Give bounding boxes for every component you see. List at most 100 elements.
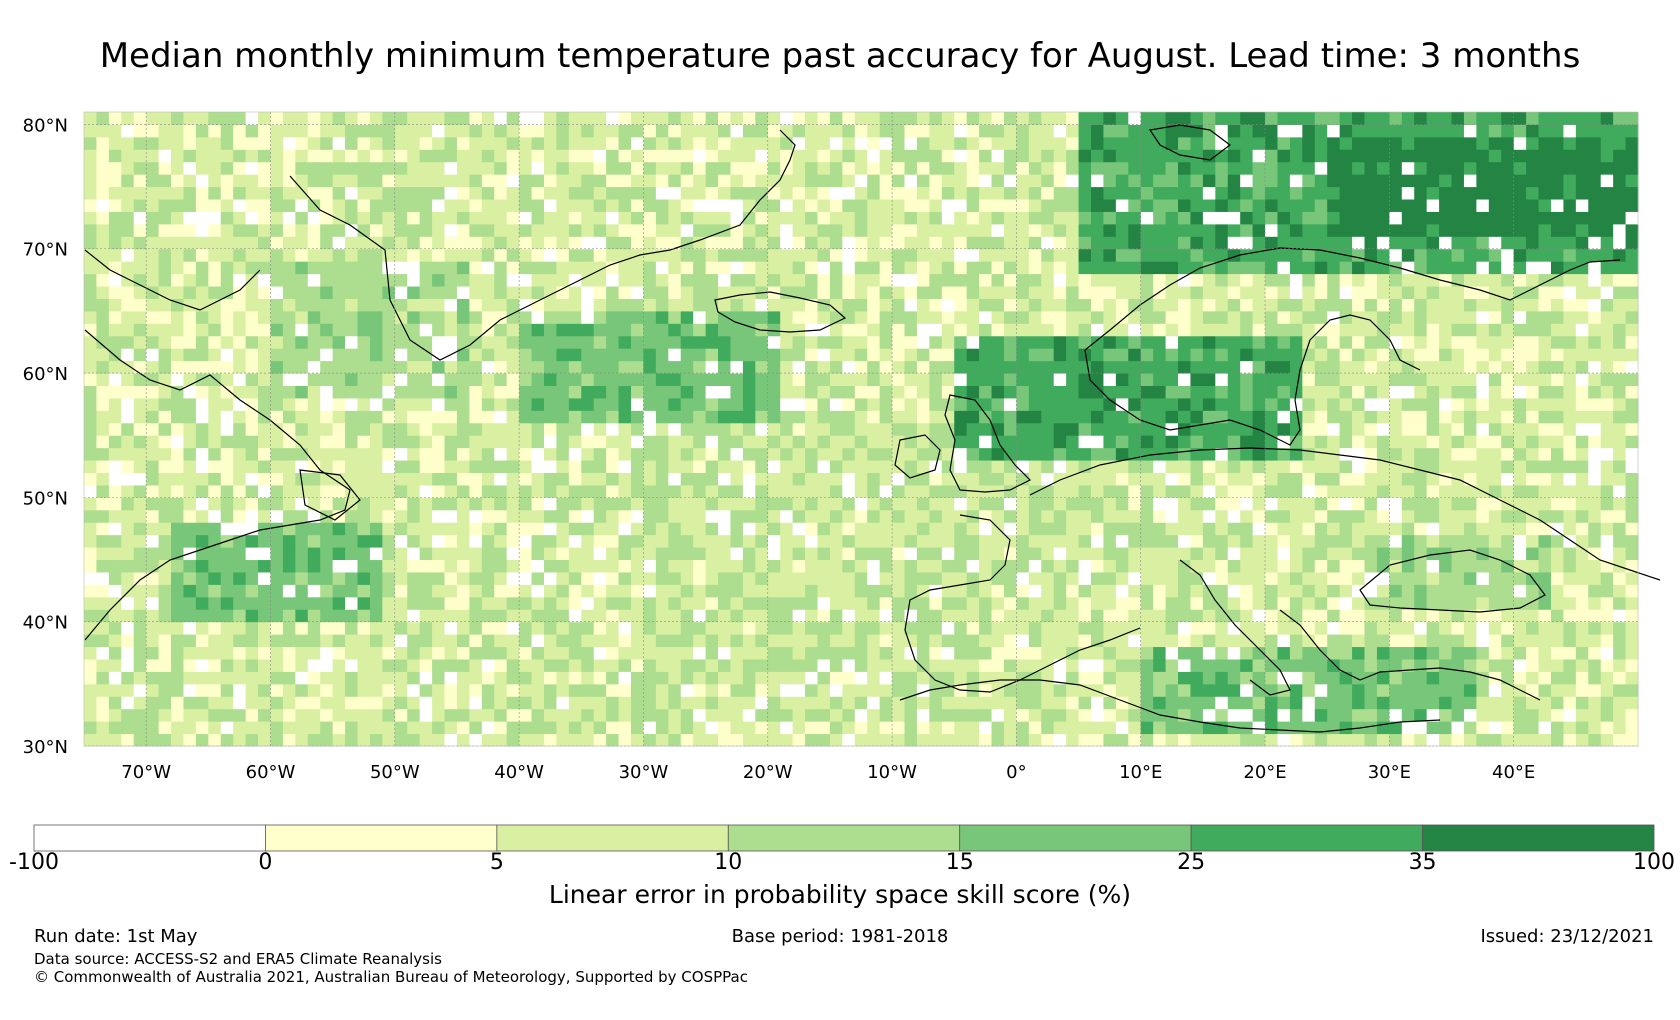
skill-cell [1314,286,1328,299]
skill-cell [1613,522,1627,536]
skill-cell [369,435,383,449]
skill-cell [1476,696,1490,710]
skill-cell [1016,373,1030,386]
skill-cell [1513,708,1527,722]
skill-cell [1389,584,1403,598]
skill-cell [1028,696,1042,710]
skill-cell [1153,609,1167,623]
skill-cell [307,733,321,747]
skill-cell [270,261,284,275]
skill-cell [407,733,421,747]
skill-cell [1327,621,1341,635]
skill-cell [1215,671,1229,685]
skill-cell [631,261,644,275]
skill-cell [407,559,421,573]
skill-cell [693,696,707,710]
skill-cell [1227,522,1241,536]
skill-cell [581,286,595,299]
skill-cell [220,422,234,436]
skill-cell [531,335,545,349]
skill-cell [1227,571,1241,585]
skill-cell [631,547,644,561]
skill-cell [1215,385,1229,399]
skill-cell [1252,671,1266,685]
skill-cell [494,547,508,561]
skill-cell [1339,509,1353,523]
skill-cell [1140,484,1154,498]
skill-cell [1488,733,1502,747]
skill-cell [1140,696,1154,710]
skill-cell [767,422,781,436]
skill-cell [1451,733,1465,747]
skill-cell [668,571,682,585]
skill-cell [618,298,632,312]
skill-cell [1202,621,1216,635]
skill-cell [829,248,843,262]
skill-cell [829,596,843,610]
skill-cell [904,286,918,299]
skill-cell [407,634,421,648]
skill-cell [1463,323,1477,337]
skill-cell [730,323,744,337]
skill-cell [183,335,197,349]
skill-cell [1240,273,1254,287]
skill-cell [1501,646,1515,660]
skill-cell [1078,671,1092,685]
skill-cell [171,534,184,548]
skill-cell [780,447,794,461]
skill-cell [631,708,644,722]
skill-cell [929,509,943,523]
skill-cell [1538,484,1552,498]
skill-cell [332,472,346,486]
skill-cell [84,497,97,511]
skill-cell [320,447,334,461]
skill-cell [1115,348,1129,362]
skill-cell [1451,435,1465,449]
skill-cell [158,248,172,262]
skill-cell [1550,696,1564,710]
skill-cell [1277,472,1291,486]
skill-cell [1376,286,1390,299]
skill-cell [220,708,234,722]
skill-cell [1140,509,1154,523]
skill-cell [1103,273,1117,287]
skill-cell [1463,733,1477,747]
skill-cell [1078,584,1092,598]
skill-cell [1053,298,1067,312]
skill-cell [693,261,707,275]
skill-cell [1277,497,1291,511]
skill-cell [519,609,533,623]
skill-cell [593,472,607,486]
skill-cell [1277,373,1291,386]
skill-cell [1389,696,1403,710]
skill-cell [1575,273,1589,287]
skill-cell [121,460,135,474]
skill-cell [195,658,209,672]
skill-cell [1339,484,1353,498]
skill-cell [108,634,122,648]
skill-cell [245,708,259,722]
skill-cell [1550,634,1564,648]
skill-cell [519,534,533,548]
skill-cell [1227,658,1241,672]
skill-cell [730,298,744,312]
skill-cell [1476,460,1490,474]
skill-cell [357,646,371,660]
skill-cell [1240,708,1254,722]
skill-cell [320,683,334,697]
skill-cell [1115,472,1129,486]
skill-cell [195,621,209,635]
skill-cell [1426,435,1440,449]
skill-cell [494,248,508,262]
skill-cell [1090,509,1104,523]
skill-cell [730,671,744,685]
skill-cell [1550,373,1564,386]
skill-cell [1600,435,1614,449]
skill-cell [941,385,955,399]
skill-cell [705,683,719,697]
skill-cell [1463,360,1477,374]
skill-cell [481,708,495,722]
skill-cell [854,497,868,511]
skill-cell [1227,348,1241,362]
skill-cell [1451,335,1465,349]
